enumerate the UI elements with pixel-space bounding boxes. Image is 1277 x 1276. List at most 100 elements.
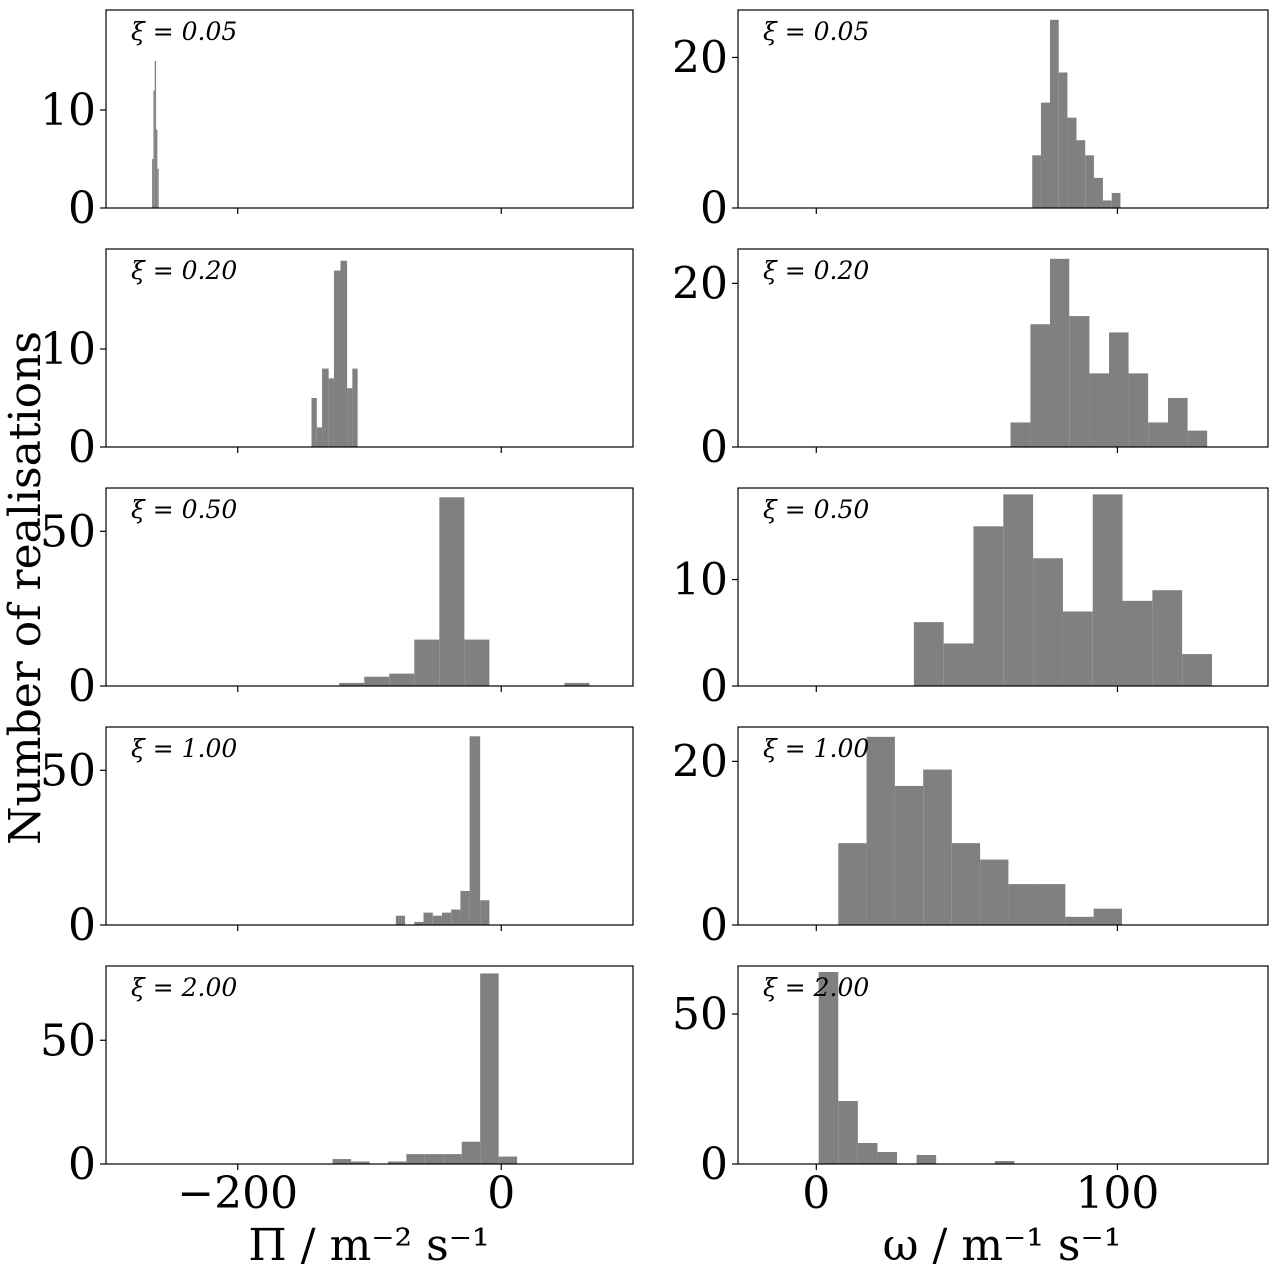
panel-xi-label: ξ = 0.20: [131, 256, 237, 285]
histogram-bar: [1049, 19, 1059, 208]
panel-frame: [105, 248, 634, 448]
histogram-bar: [441, 912, 452, 926]
histogram-bar: [423, 912, 433, 926]
histogram-panel: 0 10 ξ = 0.20: [40, 248, 634, 473]
histogram-bar: [1109, 332, 1129, 447]
panel-xi-label: ξ = 0.05: [131, 17, 237, 46]
histogram-bar: [564, 682, 590, 686]
histogram-panel: 0 50 0 100 ξ = 2.00: [672, 965, 1269, 1219]
histogram-bar: [480, 900, 490, 925]
histogram-bar: [923, 769, 952, 925]
panel-frame: [105, 9, 634, 209]
histogram-panel: 0 10 ξ = 0.50: [672, 487, 1269, 712]
panel-xi-label: ξ = 2.00: [763, 973, 869, 1002]
x-tick-label: 0: [487, 1168, 515, 1219]
panel-frame: [737, 248, 1269, 448]
y-tick-label: 10: [40, 324, 96, 375]
y-tick-label: 0: [68, 422, 96, 473]
histogram-bar: [1033, 558, 1063, 686]
histogram-bar: [980, 859, 1009, 925]
histogram-bar: [1030, 324, 1050, 447]
histogram-bar: [973, 526, 1004, 686]
histogram-bar: [838, 1101, 858, 1164]
histogram-bar: [1102, 200, 1112, 208]
y-tick-label: 50: [40, 745, 96, 796]
panel-frame: [737, 9, 1269, 209]
y-tick-label: 0: [700, 422, 728, 473]
histogram-bar: [1069, 316, 1090, 447]
histogram-bar: [1049, 258, 1070, 447]
histogram-bar: [951, 843, 981, 925]
x-tick-label: 0: [802, 1168, 830, 1219]
histogram-bar: [1148, 422, 1169, 447]
histogram-panel: 0 10 ξ = 0.05: [40, 9, 634, 234]
histogram-bar: [152, 158, 154, 208]
histogram-bar: [469, 736, 481, 925]
histogram-bar: [464, 639, 490, 686]
histogram-bar: [1187, 430, 1208, 447]
histogram-bar: [1111, 192, 1121, 208]
histogram-bar: [340, 260, 348, 447]
histogram-bar: [347, 388, 353, 447]
histogram-bar: [387, 1161, 407, 1164]
panel-frame: [737, 965, 1269, 1165]
histogram-panel: 0 50 −200 0 ξ = 2.00: [40, 965, 634, 1219]
histogram-bar: [894, 785, 924, 925]
y-tick-label: 0: [700, 661, 728, 712]
histogram-bar: [1058, 72, 1068, 209]
y-tick-label: 0: [700, 183, 728, 234]
histogram-bar: [395, 915, 406, 925]
panel-xi-label: ξ = 0.50: [131, 495, 237, 524]
histogram-bar: [1182, 654, 1212, 686]
panel-xi-label: ξ = 0.20: [763, 256, 869, 285]
y-tick-label: 0: [68, 183, 96, 234]
histogram-bar: [1003, 494, 1034, 686]
histogram-bar: [153, 90, 155, 208]
histogram-bar: [311, 397, 317, 447]
y-tick-label: 10: [672, 555, 728, 606]
histogram-bar: [994, 1161, 1015, 1164]
histogram-bar: [1062, 611, 1093, 686]
histogram-bar: [351, 1161, 370, 1164]
histogram-panel: 0 50 ξ = 1.00: [40, 726, 634, 951]
histogram-panel: 0 20 ξ = 0.05: [672, 9, 1269, 234]
histogram-bar: [1076, 140, 1086, 208]
histogram-bar: [157, 168, 159, 208]
y-tick-label: 0: [700, 900, 728, 951]
histogram-bar: [461, 1141, 481, 1164]
histogram-bar: [1152, 590, 1183, 686]
panel-frame: [105, 965, 634, 1165]
histogram-bar: [328, 378, 334, 447]
histogram-bar: [451, 909, 461, 925]
histogram-bar: [916, 1155, 937, 1164]
histogram-bar: [443, 1154, 462, 1164]
histogram-bar: [322, 368, 329, 447]
histogram-bar: [1032, 155, 1041, 208]
histogram-bar: [1089, 373, 1109, 447]
panel-frame: [737, 487, 1269, 687]
y-axis-title: Number of realisations: [0, 331, 51, 845]
y-tick-label: 50: [40, 506, 96, 557]
histogram-bar: [818, 972, 839, 1164]
y-tick-label: 50: [40, 1015, 96, 1066]
x-axis-title-right: ω / m⁻¹ s⁻¹: [883, 1220, 1122, 1271]
histogram-bar: [333, 270, 341, 447]
histogram-bar: [352, 368, 358, 447]
y-tick-label: 10: [40, 85, 96, 136]
y-tick-label: 20: [672, 32, 728, 83]
panel-xi-label: ξ = 0.50: [763, 495, 869, 524]
histogram-bar: [1093, 177, 1103, 208]
histogram-bar: [1008, 884, 1038, 925]
histogram-bar: [364, 676, 390, 686]
y-tick-label: 0: [68, 900, 96, 951]
histogram-bar: [1067, 117, 1077, 208]
y-tick-label: 20: [672, 736, 728, 787]
histogram-bar: [1037, 884, 1066, 925]
histogram-bar: [414, 639, 440, 686]
histogram-bar: [913, 622, 944, 686]
histogram-bar: [1093, 908, 1122, 925]
histogram-bar: [1168, 397, 1188, 447]
x-axis-title-left: Π / m⁻² s⁻¹: [248, 1220, 489, 1271]
histogram-panel: 0 20 ξ = 0.20: [672, 248, 1269, 473]
